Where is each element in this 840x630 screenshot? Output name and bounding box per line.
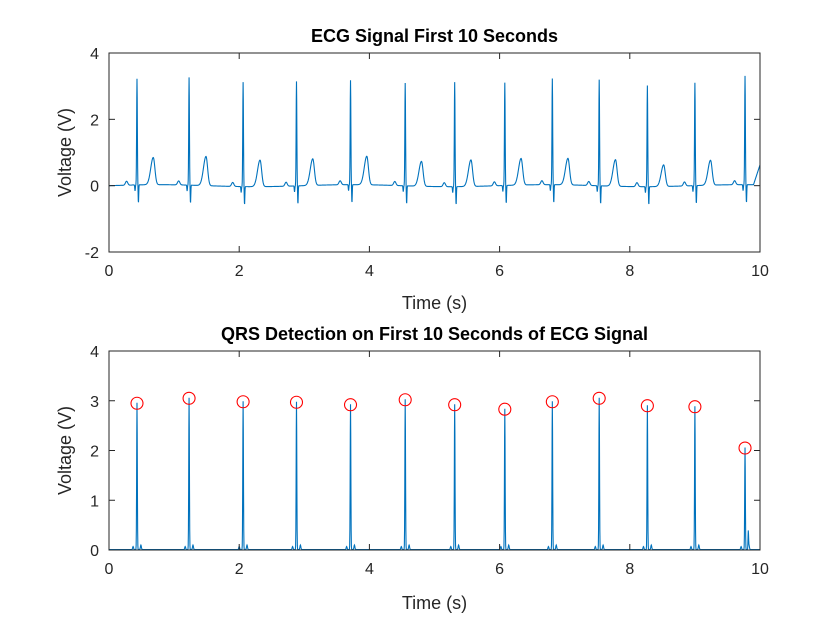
top-ticks: 0 2 4 6 8 10 -2 0 2 4 (85, 46, 769, 280)
qrs-peak-marker (448, 398, 462, 412)
qrs-peak-marker (545, 395, 559, 409)
top-ecg-trace-group (108, 75, 761, 205)
top-axes-frame (108, 52, 761, 253)
bottom-y-tick-label: 3 (90, 394, 99, 411)
bottom-ticks: 0 2 4 6 8 10 0 1 2 3 4 (90, 344, 769, 578)
bottom-x-axis-label: Time (s) (402, 593, 467, 613)
bottom-y-tick-label: 0 (90, 543, 99, 560)
qrs-peak-marker (398, 393, 412, 407)
top-x-tick-label: 10 (751, 263, 769, 280)
qrs-peak-marker (130, 396, 144, 410)
top-y-tick-label: 4 (90, 46, 99, 63)
top-x-tick-label: 8 (625, 263, 634, 280)
bottom-y-tick-label: 1 (90, 493, 99, 510)
qrs-peak-marker (738, 441, 752, 455)
top-x-axis-label: Time (s) (402, 293, 467, 313)
top-y-tick-label: -2 (85, 245, 99, 262)
qrs-peak-marker (236, 395, 250, 409)
qrs-peak-marker (182, 391, 196, 405)
bottom-plot-area (109, 351, 760, 550)
top-y-axis-label: Voltage (V) (55, 108, 75, 197)
top-chart-title: ECG Signal First 10 Seconds (311, 26, 558, 46)
top-y-tick-label: 0 (90, 179, 99, 196)
top-x-tick-label: 4 (365, 263, 374, 280)
bottom-y-axis-label: Voltage (V) (55, 406, 75, 495)
top-ecg-series-line (108, 75, 761, 205)
bottom-x-tick-label: 10 (751, 561, 769, 578)
bottom-x-tick-label: 6 (495, 561, 504, 578)
bottom-y-tick-label: 2 (90, 444, 99, 461)
top-plot-area (109, 53, 760, 252)
top-x-tick-label: 0 (105, 263, 114, 280)
bottom-x-tick-label: 2 (235, 561, 244, 578)
bottom-chart-title: QRS Detection on First 10 Seconds of ECG… (221, 324, 648, 344)
qrs-peak-marker (640, 399, 654, 413)
qrs-peak-marker (592, 391, 606, 405)
qrs-peak-marker (498, 402, 512, 416)
bottom-x-tick-label: 8 (625, 561, 634, 578)
qrs-peak-marker (688, 400, 702, 414)
bottom-y-tick-label: 4 (90, 344, 99, 361)
top-y-tick-label: 2 (90, 112, 99, 129)
bottom-axes: 0 2 4 6 8 10 0 1 2 3 4 QRS Detection on First 10 S… (55, 324, 769, 613)
qrs-peak-marker (289, 395, 304, 409)
top-x-tick-label: 6 (495, 263, 504, 280)
bottom-x-tick-label: 0 (105, 561, 114, 578)
top-axes: 0 2 4 6 8 10 -2 0 2 4 ECG Signal First 10 Seconds… (55, 26, 769, 313)
qrs-peak-marker (343, 398, 358, 412)
bottom-x-tick-label: 4 (365, 561, 374, 578)
top-x-tick-label: 2 (235, 263, 244, 280)
